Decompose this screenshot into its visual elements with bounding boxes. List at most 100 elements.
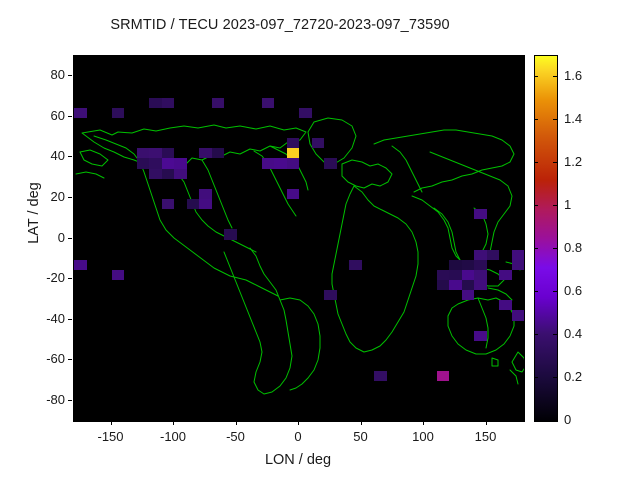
data-cell: [474, 280, 487, 291]
colorbar-tick: [534, 248, 538, 250]
data-cell: [224, 229, 237, 240]
data-cell: [149, 158, 162, 169]
colorbar-tick: [534, 162, 538, 164]
colorbar-tick: [534, 377, 538, 379]
colorbar-tick: [534, 76, 538, 78]
y-tick: [68, 75, 72, 77]
data-cell: [286, 188, 299, 199]
y-tick: [68, 115, 72, 117]
colorbar-tick: [553, 377, 557, 379]
y-tick: [68, 278, 72, 280]
colorbar-tick-label: 1.6: [564, 68, 583, 84]
x-tick: [485, 421, 487, 425]
data-cell: [474, 269, 487, 281]
data-cell: [161, 158, 174, 169]
x-axis-title: LON / deg: [264, 452, 332, 468]
data-cell: [136, 158, 149, 169]
data-cell-layer: [74, 56, 524, 421]
data-cell: [261, 97, 274, 108]
x-tick-label: -50: [226, 429, 245, 444]
y-tick-label: -60: [46, 351, 65, 367]
x-tick: [298, 421, 299, 425]
colorbar: [534, 55, 558, 422]
colorbar-tick-label: 1.2: [564, 154, 583, 170]
data-cell: [199, 188, 212, 199]
colorbar-tick: [534, 205, 538, 207]
colorbar-tick: [553, 162, 557, 164]
colorbar-tick: [553, 119, 557, 121]
x-tick-label: 150: [474, 429, 497, 444]
data-cell: [449, 280, 462, 291]
data-cell: [111, 269, 124, 281]
data-cell: [474, 209, 487, 220]
x-tick-label: 50: [353, 429, 368, 444]
data-cell: [199, 148, 212, 159]
data-cell: [161, 168, 174, 179]
data-cell: [511, 259, 524, 270]
data-cell: [374, 371, 387, 382]
data-cell: [474, 259, 487, 270]
data-cell: [211, 148, 224, 159]
data-cell: [274, 158, 287, 169]
data-cell: [136, 148, 149, 159]
y-tick-label: 0: [57, 229, 65, 245]
colorbar-tick-label: 1.4: [564, 111, 583, 127]
data-cell: [324, 158, 337, 169]
page-title: SRMTID / TECU 2023-097_72720-2023-097_73…: [110, 17, 450, 33]
y-tick-label: -20: [46, 270, 65, 286]
colorbar-tick-label: 0.4: [564, 326, 583, 342]
colorbar-tick: [553, 420, 557, 421]
data-cell: [174, 158, 187, 169]
x-tick: [423, 421, 424, 425]
data-cell: [436, 280, 449, 291]
map-plot-area: [73, 55, 525, 422]
data-cell: [149, 168, 162, 179]
y-tick: [68, 156, 72, 158]
colorbar-tick-label: 1: [564, 197, 572, 213]
x-tick: [360, 421, 362, 425]
data-cell: [511, 249, 524, 260]
y-axis-title: LAT / deg: [26, 182, 42, 244]
x-tick: [173, 421, 174, 425]
colorbar-tick-label: 0.6: [564, 283, 583, 299]
data-cell: [499, 300, 512, 311]
data-cell: [299, 107, 312, 118]
colorbar-tick: [553, 248, 557, 250]
data-cell: [161, 198, 174, 210]
x-tick: [110, 421, 112, 425]
colorbar-tick-label: 0.8: [564, 240, 583, 256]
data-cell: [174, 168, 187, 179]
y-tick-label: 20: [50, 188, 65, 204]
data-cell: [449, 269, 462, 281]
data-cell: [211, 97, 224, 108]
data-cell: [349, 259, 362, 270]
data-cell: [74, 107, 87, 118]
colorbar-tick: [553, 334, 557, 336]
data-cell: [286, 148, 299, 159]
colorbar-gradient: [535, 56, 557, 421]
data-cell: [461, 280, 474, 291]
data-cell: [149, 97, 162, 108]
colorbar-tick: [553, 291, 557, 293]
colorbar-tick-label: 0: [564, 412, 572, 427]
data-cell: [461, 259, 474, 270]
y-tick-label: 40: [50, 148, 65, 164]
y-tick-label: 80: [50, 67, 65, 83]
data-cell: [449, 259, 462, 270]
colorbar-tick: [534, 291, 538, 293]
y-tick-label: -80: [46, 391, 65, 407]
y-tick-label: -40: [46, 310, 65, 326]
data-cell: [486, 249, 499, 260]
y-tick: [68, 399, 72, 401]
x-tick-label: 0: [294, 429, 302, 444]
data-cell: [186, 198, 199, 210]
data-cell: [74, 259, 87, 270]
data-cell: [111, 107, 124, 118]
data-cell: [261, 158, 274, 169]
colorbar-tick: [534, 119, 538, 121]
data-cell: [149, 148, 162, 159]
data-cell: [286, 158, 299, 169]
data-cell: [286, 138, 299, 149]
colorbar-tick: [553, 76, 557, 78]
colorbar-tick: [534, 334, 538, 336]
